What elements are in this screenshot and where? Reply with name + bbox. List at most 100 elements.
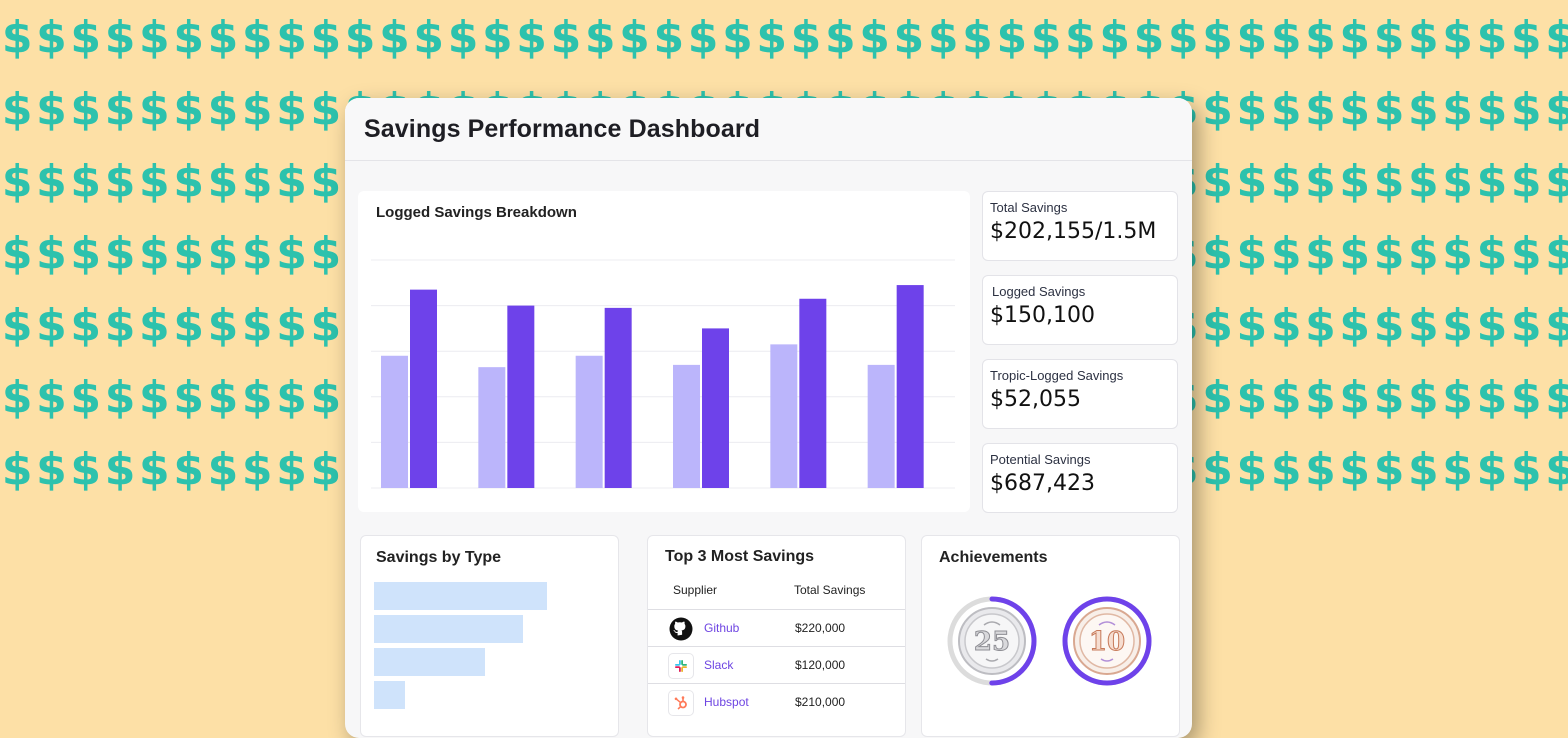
dollar-glyph: $ — [823, 10, 857, 66]
dollar-glyph: $ — [1063, 10, 1097, 66]
dollar-glyph: $ — [1406, 298, 1440, 354]
dollar-glyph: $ — [1235, 226, 1269, 282]
bar-series-dark-1[interactable] — [410, 290, 437, 488]
dollar-glyph: $ — [309, 298, 343, 354]
achievement-badge-silver[interactable]: 25 — [946, 595, 1038, 687]
dollar-glyph: $ — [1406, 82, 1440, 138]
dollar-glyph: $ — [103, 298, 137, 354]
dollar-glyph: $ — [1543, 226, 1568, 282]
dollar-glyph: $ — [1372, 370, 1406, 426]
table-row[interactable]: Github $220,000 — [648, 609, 905, 647]
dollar-glyph: $ — [1440, 226, 1474, 282]
dollar-glyph: $ — [412, 10, 446, 66]
dollar-glyph: $ — [1235, 442, 1269, 498]
hubspot-icon — [668, 690, 694, 716]
dollar-glyph: $ — [1440, 298, 1474, 354]
dollar-glyph: $ — [1235, 370, 1269, 426]
bar-series-light-2[interactable] — [478, 367, 505, 488]
dollar-glyph: $ — [1029, 10, 1063, 66]
dollar-glyph: $ — [171, 298, 205, 354]
dollar-glyph: $ — [1372, 226, 1406, 282]
dollar-glyph: $ — [1440, 442, 1474, 498]
dollar-glyph: $ — [171, 442, 205, 498]
dollar-glyph: $ — [0, 82, 34, 138]
dollar-glyph: $ — [240, 10, 274, 66]
dollar-glyph: $ — [480, 10, 514, 66]
dollar-glyph: $ — [34, 82, 68, 138]
bar-series-dark-6[interactable] — [897, 285, 924, 488]
dollar-glyph: $ — [206, 370, 240, 426]
dollar-glyph: $ — [103, 442, 137, 498]
dollar-glyph: $ — [446, 10, 480, 66]
dollar-glyph: $ — [309, 154, 343, 210]
savings-type-bar[interactable] — [374, 582, 547, 610]
dollar-glyph: $ — [34, 370, 68, 426]
supplier-link-github[interactable]: Github — [704, 621, 739, 635]
savings-type-bar[interactable] — [374, 615, 523, 643]
bar-series-dark-3[interactable] — [605, 308, 632, 488]
dashboard-header: Savings Performance Dashboard — [345, 98, 1192, 161]
bar-series-dark-5[interactable] — [799, 299, 826, 488]
dollar-glyph: $ — [240, 154, 274, 210]
dollar-glyph: $ — [1269, 10, 1303, 66]
card-title: Top 3 Most Savings — [665, 548, 814, 566]
dollar-glyph: $ — [1475, 82, 1509, 138]
dollar-glyph: $ — [1269, 154, 1303, 210]
dollar-glyph: $ — [1338, 442, 1372, 498]
dollar-glyph: $ — [1200, 10, 1234, 66]
dollar-glyph: $ — [1235, 10, 1269, 66]
dollar-glyph: $ — [1303, 82, 1337, 138]
dollar-glyph: $ — [514, 10, 548, 66]
stat-value: $150,100 — [990, 303, 1095, 328]
bar-series-light-3[interactable] — [576, 356, 603, 488]
dollar-glyph: $ — [274, 370, 308, 426]
bar-series-light-4[interactable] — [673, 365, 700, 488]
bar-series-dark-4[interactable] — [702, 328, 729, 488]
supplier-link-slack[interactable]: Slack — [704, 658, 733, 672]
dollar-glyph: $ — [1475, 442, 1509, 498]
dollar-glyph: $ — [1475, 370, 1509, 426]
dollar-glyph: $ — [206, 10, 240, 66]
dollar-glyph: $ — [1475, 298, 1509, 354]
dollar-glyph: $ — [1372, 298, 1406, 354]
savings-type-bar[interactable] — [374, 681, 405, 709]
stat-label: Logged Savings — [992, 284, 1085, 299]
table-header-supplier: Supplier — [673, 583, 717, 597]
stat-card-total-savings: Total Savings $202,155/1.5M — [982, 191, 1178, 261]
supplier-link-hubspot[interactable]: Hubspot — [704, 695, 749, 709]
stat-card-tropic-logged-savings: Tropic-Logged Savings $52,055 — [982, 359, 1178, 429]
dollar-glyph: $ — [309, 442, 343, 498]
bar-series-light-6[interactable] — [868, 365, 895, 488]
dollar-glyph: $ — [652, 10, 686, 66]
dollar-glyph: $ — [1543, 82, 1568, 138]
bar-series-dark-2[interactable] — [507, 306, 534, 488]
stat-label: Total Savings — [990, 200, 1067, 215]
dollar-glyph: $ — [789, 10, 823, 66]
bar-series-light-5[interactable] — [770, 344, 797, 488]
table-row[interactable]: Hubspot $210,000 — [648, 683, 905, 721]
table-row[interactable]: Slack $120,000 — [648, 646, 905, 684]
dollar-glyph: $ — [1235, 298, 1269, 354]
dollar-row: $$$$$$$$$$$$$$$$$$$$$$$$$$$$$$$$$$$$$$$$… — [0, 10, 1568, 66]
badge-number: 10 — [1089, 627, 1125, 657]
dollar-glyph: $ — [240, 298, 274, 354]
savings-type-bar[interactable] — [374, 648, 485, 676]
dollar-glyph: $ — [69, 298, 103, 354]
stat-label: Potential Savings — [990, 452, 1090, 467]
github-icon — [668, 616, 694, 642]
supplier-total: $220,000 — [795, 621, 845, 635]
dollar-glyph: $ — [857, 10, 891, 66]
dollar-glyph: $ — [103, 226, 137, 282]
dollar-glyph: $ — [1372, 10, 1406, 66]
dollar-glyph: $ — [686, 10, 720, 66]
bar-series-light-1[interactable] — [381, 356, 408, 488]
dollar-glyph: $ — [1543, 298, 1568, 354]
dollar-glyph: $ — [343, 10, 377, 66]
stat-card-potential-savings: Potential Savings $687,423 — [982, 443, 1178, 513]
dollar-glyph: $ — [1338, 226, 1372, 282]
logged-savings-bar-chart — [358, 191, 970, 512]
achievement-badge-bronze[interactable]: 10 — [1061, 595, 1153, 687]
dollar-glyph: $ — [1200, 298, 1234, 354]
dollar-glyph: $ — [137, 442, 171, 498]
dollar-glyph: $ — [69, 82, 103, 138]
